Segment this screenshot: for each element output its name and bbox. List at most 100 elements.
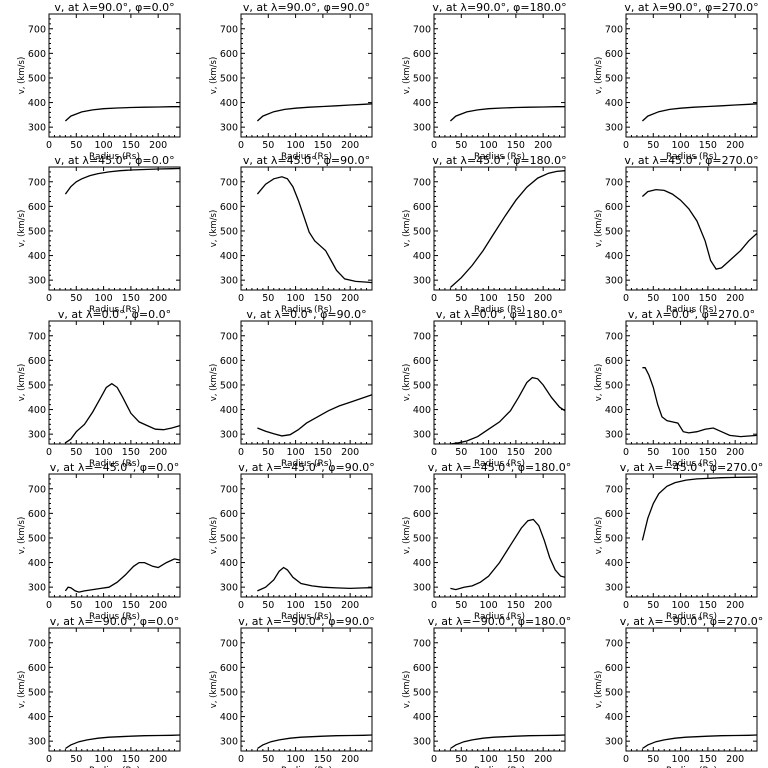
y-tick-label: 400 — [28, 405, 46, 416]
y-tick-label: 300 — [605, 737, 623, 748]
x-tick-label: 50 — [647, 140, 659, 151]
y-axis-label: v, (km/s) — [402, 364, 412, 402]
x-tick-label: 100 — [95, 140, 113, 151]
y-tick-label: 600 — [605, 663, 623, 674]
y-tick-label: 500 — [220, 73, 238, 84]
y-tick-label: 300 — [413, 737, 431, 748]
panel-title: v, at λ=−90.0°, φ=90.0° — [238, 615, 374, 628]
x-tick-label: 0 — [46, 140, 52, 151]
y-tick-label: 700 — [605, 638, 623, 649]
y-tick-label: 500 — [220, 226, 238, 237]
x-tick-label: 100 — [480, 140, 498, 151]
y-tick-label: 700 — [28, 638, 46, 649]
x-tick-label: 200 — [534, 140, 552, 151]
y-tick-label: 400 — [605, 405, 623, 416]
y-tick-label: 600 — [413, 663, 431, 674]
series-line — [64, 558, 181, 593]
panel-10: v, at λ=0.0°, φ=90.0° 0 50 100 150 200 300 400 5… — [209, 308, 373, 469]
y-tick-label: 700 — [28, 177, 46, 188]
series-line — [450, 376, 566, 445]
y-tick-label: 500 — [605, 73, 623, 84]
series-line — [65, 382, 181, 444]
y-tick-label: 600 — [413, 49, 431, 60]
plot-frame — [240, 473, 373, 598]
x-axis-label: Radius (Rs) — [474, 152, 525, 162]
x-axis-label: Radius (Rs) — [474, 766, 525, 768]
y-tick-label: 500 — [28, 73, 46, 84]
y-tick-label: 600 — [28, 356, 46, 367]
y-axis-label: v, (km/s) — [594, 517, 604, 555]
y-tick-label: 600 — [220, 356, 238, 367]
y-axis-label: v, (km/s) — [209, 671, 219, 709]
y-tick-label: 300 — [605, 583, 623, 594]
y-tick-label: 400 — [413, 98, 431, 109]
x-tick-label: 100 — [672, 754, 690, 765]
panel-11: v, at λ=0.0°, φ=180.0° 0 50 100 150 200 300 400… — [402, 308, 566, 469]
plot-frame — [433, 320, 566, 445]
y-tick-label: 700 — [605, 484, 623, 495]
series-line — [256, 176, 373, 284]
panel-title: v, at λ=−45.0°, φ=180.0° — [428, 461, 571, 474]
y-tick-label: 700 — [220, 638, 238, 649]
x-tick-label: 50 — [455, 293, 467, 304]
x-tick-label: 200 — [534, 293, 552, 304]
x-tick-label: 150 — [314, 447, 332, 458]
x-tick-label: 0 — [623, 600, 629, 611]
y-tick-label: 300 — [28, 583, 46, 594]
y-tick-label: 600 — [28, 49, 46, 60]
x-tick-label: 100 — [287, 754, 305, 765]
panel-title: v, at λ=0.0°, φ=180.0° — [436, 308, 563, 321]
plot-frame — [625, 320, 758, 445]
y-tick-label: 500 — [413, 533, 431, 544]
x-tick-label: 100 — [672, 600, 690, 611]
x-tick-label: 100 — [672, 293, 690, 304]
x-tick-label: 50 — [70, 600, 82, 611]
x-tick-label: 0 — [238, 447, 244, 458]
y-tick-label: 300 — [220, 123, 238, 134]
panel-14: v, at λ=−45.0°, φ=90.0° 0 50 100 150 200 300 40… — [209, 461, 375, 622]
y-tick-label: 500 — [413, 226, 431, 237]
panel-title: v, at λ=−45.0°, φ=0.0° — [50, 461, 179, 474]
plot-frame — [625, 166, 758, 291]
x-tick-label: 200 — [534, 600, 552, 611]
plot-frame — [48, 166, 181, 291]
x-axis-label: Radius (Rs) — [89, 152, 140, 162]
panel-17: v, at λ=−90.0°, φ=0.0° 0 50 100 150 200 300 400… — [17, 615, 181, 768]
x-tick-label: 150 — [314, 293, 332, 304]
x-tick-label: 150 — [122, 754, 140, 765]
x-tick-label: 150 — [699, 447, 717, 458]
y-axis-label: v, (km/s) — [402, 57, 412, 95]
x-tick-label: 200 — [341, 293, 359, 304]
panel-15: v, at λ=−45.0°, φ=180.0° 0 50 100 150 200 300 4… — [402, 461, 571, 622]
y-tick-label: 400 — [413, 251, 431, 262]
panel-title: v, at λ=90.0°, φ=90.0° — [243, 1, 370, 14]
x-tick-label: 50 — [647, 754, 659, 765]
y-axis-label: v, (km/s) — [402, 210, 412, 248]
x-tick-label: 200 — [726, 293, 744, 304]
plot-frame — [240, 320, 373, 445]
series-line — [642, 734, 758, 750]
y-tick-label: 500 — [605, 226, 623, 237]
y-axis-label: v, (km/s) — [594, 364, 604, 402]
y-tick-label: 400 — [28, 558, 46, 569]
y-tick-label: 600 — [413, 202, 431, 213]
panel-7: v, at λ=45.0°, φ=180.0° 0 50 100 150 200 300 40… — [402, 154, 567, 315]
x-tick-label: 100 — [480, 447, 498, 458]
panel-6: v, at λ=45.0°, φ=90.0° 0 50 100 150 200 300 400… — [209, 154, 373, 315]
panel-title: v, at λ=45.0°, φ=90.0° — [243, 154, 370, 167]
x-tick-label: 0 — [431, 140, 437, 151]
x-tick-label: 0 — [46, 447, 52, 458]
y-tick-label: 400 — [220, 558, 238, 569]
x-tick-label: 50 — [70, 754, 82, 765]
y-tick-label: 600 — [605, 202, 623, 213]
plot-frame — [240, 166, 373, 291]
y-tick-label: 400 — [605, 558, 623, 569]
x-tick-label: 200 — [726, 140, 744, 151]
x-tick-label: 50 — [455, 140, 467, 151]
y-axis-label: v, (km/s) — [594, 210, 604, 248]
x-tick-label: 0 — [623, 447, 629, 458]
x-tick-label: 200 — [726, 600, 744, 611]
x-axis-label: Radius (Rs) — [666, 612, 717, 622]
x-tick-label: 150 — [122, 140, 140, 151]
x-axis-label: Radius (Rs) — [281, 766, 332, 768]
